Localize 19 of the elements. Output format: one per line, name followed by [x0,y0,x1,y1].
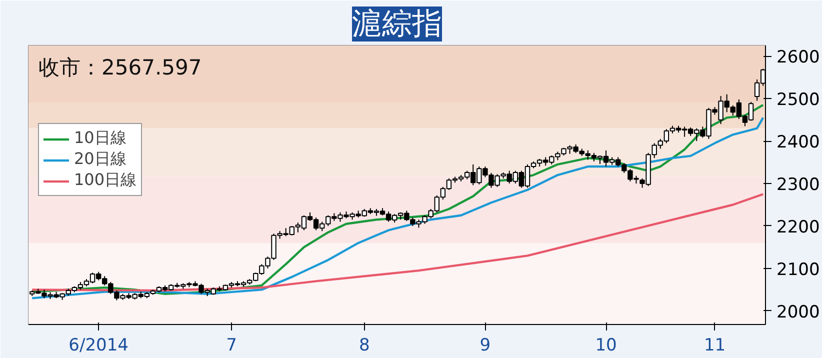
y-tick-label: 2300 [776,175,820,196]
annotation: 收市：2567.597 [38,56,202,80]
chart-title: 滬綜指 [352,6,442,42]
x-tick-label: 8 [358,336,370,356]
x-tick-label: 11 [704,336,726,356]
line-series [31,193,764,292]
y-tick-label: 2400 [776,132,820,153]
y-tick-label: 2500 [776,90,820,110]
x-tick-label: 10 [595,336,617,356]
x-tick-label: 6/2014 [68,336,128,356]
y-tick-label: 2000 [776,302,820,322]
legend-label: 20日線 [74,149,126,170]
legend-label: 10日線 [74,128,126,149]
y-tick-label: 2100 [776,260,820,280]
x-tick-label: 7 [226,336,237,356]
y-tick-label: 2600 [776,48,820,68]
x-tick-label: 9 [480,336,491,356]
y-tick-label: 2200 [776,217,820,238]
legend-label: 100日線 [74,170,137,191]
